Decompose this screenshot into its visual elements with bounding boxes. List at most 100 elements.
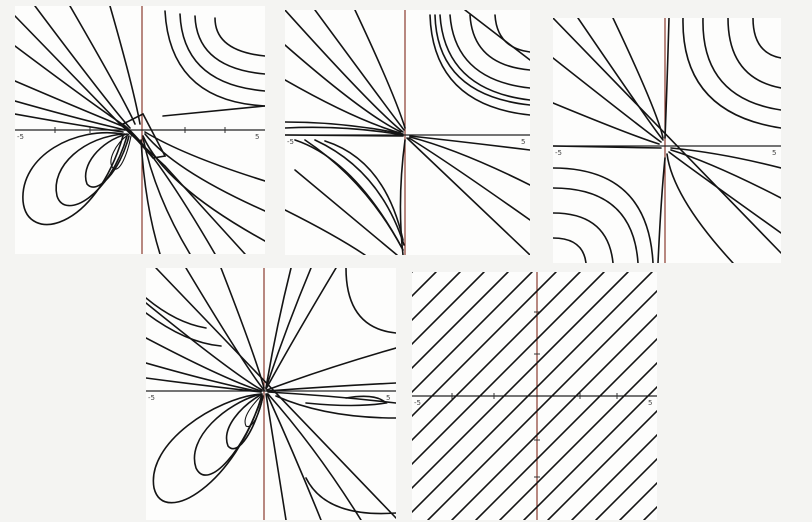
trajectory [266, 393, 322, 520]
trajectory [324, 140, 404, 241]
trajectory [267, 393, 362, 520]
trajectory [109, 6, 141, 125]
trajectory [412, 272, 605, 466]
trajectory [285, 44, 402, 133]
trajectories-2 [285, 10, 530, 255]
trajectory [162, 105, 265, 117]
trajectory [267, 391, 396, 404]
tick-label-min: -5 [414, 399, 421, 407]
trajectory [22, 132, 124, 226]
trajectory [670, 147, 781, 169]
trajectory [752, 18, 781, 59]
trajectory [220, 268, 265, 389]
tick-label-min: -5 [148, 394, 155, 402]
trajectory [152, 393, 263, 504]
trajectory [664, 18, 670, 139]
trajectory [427, 289, 657, 520]
trajectory [553, 145, 662, 149]
trajectory [140, 139, 161, 254]
trajectory [142, 135, 265, 242]
trajectory [285, 209, 366, 255]
trajectory [285, 121, 404, 135]
trajectory [553, 237, 587, 263]
trajectory [15, 80, 128, 129]
trajectory [146, 377, 262, 393]
trajectory [571, 433, 657, 520]
trajectory [69, 6, 136, 125]
trajectory [15, 15, 246, 254]
trajectory [275, 395, 396, 419]
trajectory [146, 302, 263, 391]
trajectory [553, 167, 654, 263]
trajectory [265, 268, 337, 390]
trajectory [612, 18, 664, 139]
axes-1 [15, 6, 265, 254]
trajectory [439, 14, 530, 101]
trajectories-4 [146, 268, 396, 520]
trajectory [314, 10, 405, 131]
trajectory [464, 10, 530, 61]
trajectory [304, 139, 403, 249]
trajectory [266, 382, 396, 392]
trajectory [179, 13, 265, 92]
trajectory [434, 14, 530, 106]
trajectory [15, 100, 126, 131]
trajectory [354, 10, 406, 129]
trajectory [469, 14, 530, 71]
trajectory [451, 313, 657, 520]
trajectory [110, 133, 132, 170]
trajectory [305, 395, 388, 407]
trajectory [146, 312, 222, 347]
trajectory [682, 18, 781, 129]
trajectory [285, 126, 404, 136]
tick-label-min: -5 [555, 149, 562, 157]
phase-portrait-2-svg: -5 5 [285, 10, 530, 255]
trajectory [577, 18, 664, 141]
trajectory [314, 139, 405, 246]
trajectory [553, 187, 639, 263]
trajectory [499, 361, 657, 520]
trajectory [146, 297, 207, 329]
trajectory [305, 477, 396, 515]
trajectory [429, 14, 530, 116]
trajectory [146, 362, 262, 393]
trajectory [412, 272, 653, 514]
trajectory [265, 268, 292, 389]
trajectory [121, 112, 167, 159]
trajectory [193, 393, 263, 476]
trajectory [214, 17, 265, 57]
phase-portrait-1: -5 5 [15, 6, 265, 254]
trajectory [553, 57, 662, 143]
axes-5 [412, 272, 657, 520]
phase-portrait-4: -5 5 [146, 268, 396, 520]
trajectory [266, 347, 396, 391]
trajectory [553, 18, 781, 254]
phase-portrait-4-svg: -5 5 [146, 268, 396, 520]
trajectory [412, 272, 629, 490]
trajectory [406, 137, 530, 255]
tick-label-max: 5 [772, 149, 776, 157]
trajectory [225, 393, 264, 450]
trajectory [164, 10, 265, 107]
trajectory [475, 337, 657, 520]
trajectory [553, 212, 614, 263]
axes-3 [553, 18, 781, 263]
trajectory [657, 157, 666, 263]
tick-label-min: -5 [287, 138, 294, 146]
trajectory [285, 134, 404, 137]
trajectory [702, 18, 781, 111]
tick-label-max: 5 [521, 138, 525, 146]
trajectory [408, 137, 530, 221]
trajectory [553, 102, 660, 145]
axes-2 [285, 10, 530, 255]
tick-label-max: 5 [648, 399, 652, 407]
trajectories-3 [553, 18, 781, 263]
trajectory [55, 133, 128, 207]
tick-label-max: 5 [255, 133, 259, 141]
trajectory [399, 139, 406, 255]
trajectory [409, 136, 530, 186]
phase-portrait-3: -5 5 [553, 18, 781, 263]
trajectory [412, 272, 485, 346]
trajectory [409, 135, 530, 151]
trajectory [668, 151, 781, 234]
